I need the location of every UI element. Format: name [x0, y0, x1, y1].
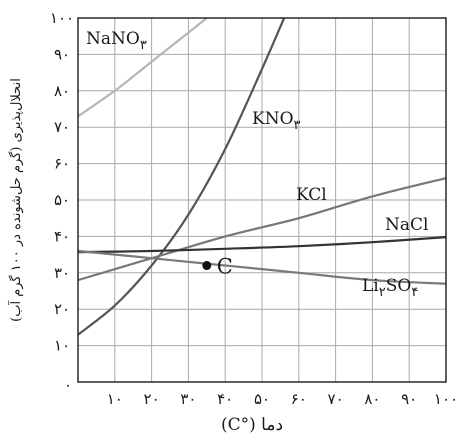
plot-frame: [77, 17, 447, 383]
series-labels: NaNO۳ KNO۳ KCl NaCl Li۲SO۴: [86, 29, 428, 300]
y-tick-label-1: ۲۰: [54, 300, 70, 318]
series-label-0: NaNO۳: [86, 29, 147, 53]
y-tick-label-3: ۴۰: [54, 227, 70, 245]
series-label-1: KNO۳: [252, 109, 301, 133]
y-tick-label-4: ۵۰: [54, 191, 70, 209]
point-marker-0: [202, 261, 212, 271]
tick-labels: ۰ ۱۰ ۲۰ ۳۰ ۴۰ ۵۰ ۶۰ ۷۰ ۸۰ ۹۰ ۱۰۰ ۱۰ ۲۰ ۳۰ ۴۰ ۵۰ ۶۰ ۷۰ ۸۰ ۹۰…: [50, 9, 458, 408]
series-line-0: [78, 18, 208, 118]
x-tick-label-8: ۸۰: [364, 390, 380, 408]
y-axis-label: انحلال‌پذیری (گرم حل‌شونده در ۱۰۰ گرم آب…: [7, 78, 24, 322]
x-tick-label-5: ۵۰: [254, 390, 270, 408]
x-tick-label-10: ۱۰۰: [434, 390, 458, 408]
x-axis-label: دما (°C): [221, 415, 283, 435]
series-layer: [78, 18, 446, 336]
grid: [77, 17, 447, 382]
y-tick-label-5: ۶۰: [54, 155, 70, 173]
x-tick-label-2: ۲۰: [144, 390, 160, 408]
point-label-0: C: [217, 255, 233, 279]
series-label-3: NaCl: [385, 215, 428, 235]
x-tick-label-6: ۶۰: [291, 390, 307, 408]
x-tick-label-3: ۳۰: [180, 390, 196, 408]
x-tick-label-0: ۰: [64, 376, 72, 394]
x-tick-label-4: ۴۰: [217, 390, 233, 408]
points-layer: C: [202, 255, 233, 279]
y-tick-label-8: ۹۰: [54, 45, 70, 63]
series-label-2: KCl: [296, 185, 327, 205]
series-line-3: [78, 236, 446, 254]
series-line-4: [78, 249, 446, 285]
series-line-1: [78, 18, 286, 336]
y-tick-label-2: ۳۰: [54, 264, 70, 282]
y-tick-label-6: ۷۰: [54, 118, 70, 136]
y-tick-label-7: ۸۰: [54, 82, 70, 100]
x-tick-label-9: ۹۰: [401, 390, 417, 408]
series-line-2: [78, 177, 446, 282]
y-tick-label-0: ۱۰: [54, 337, 70, 355]
x-tick-label-1: ۱۰: [107, 390, 123, 408]
y-tick-label-9: ۱۰۰: [50, 9, 74, 27]
x-tick-label-7: ۷۰: [328, 390, 344, 408]
series-label-4: Li۲SO۴: [362, 276, 418, 300]
